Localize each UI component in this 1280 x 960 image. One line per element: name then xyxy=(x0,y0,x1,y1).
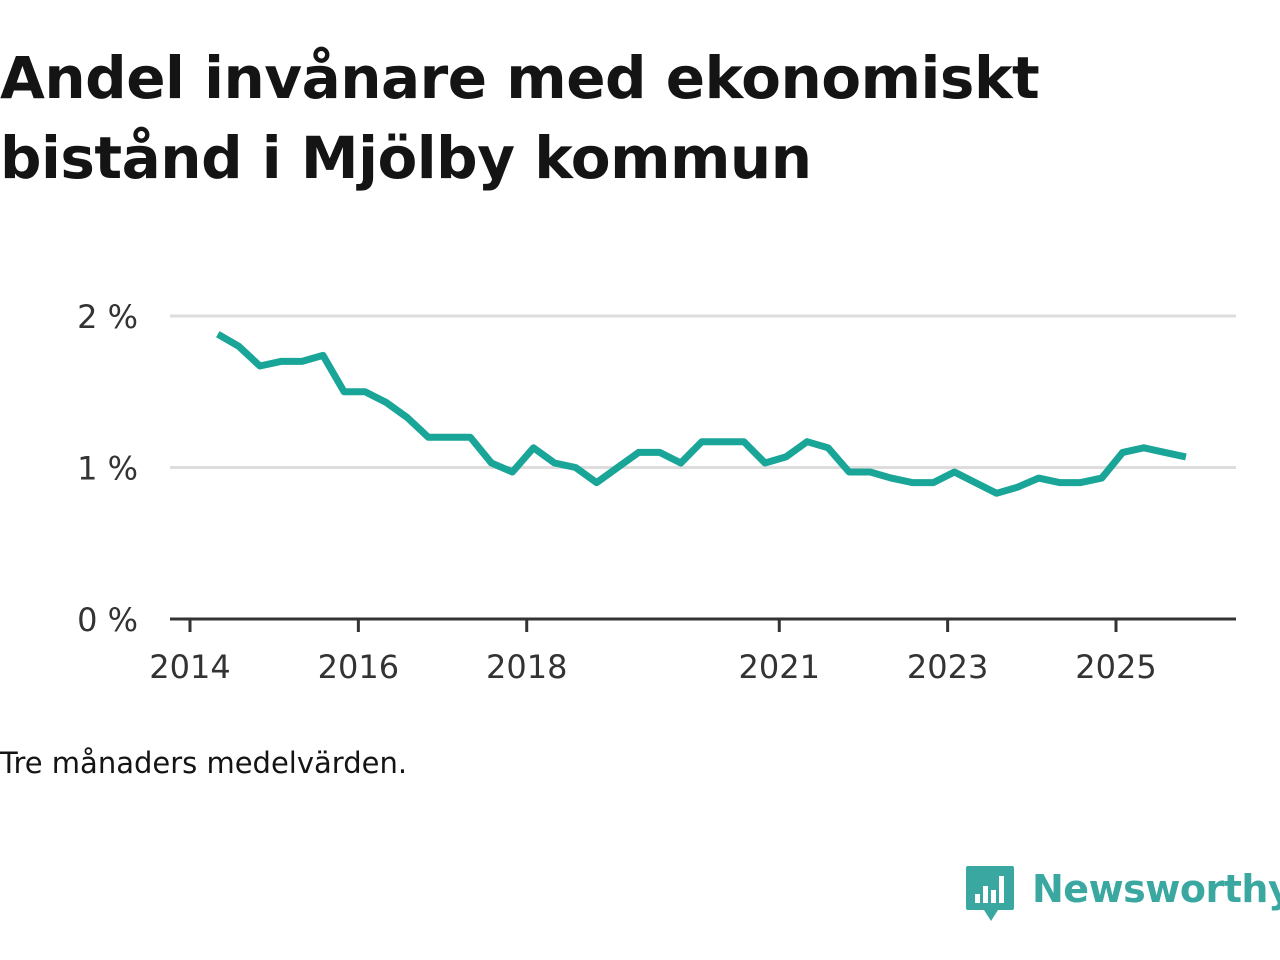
x-tick-label: 2018 xyxy=(486,648,567,686)
newsworthy-logo-icon xyxy=(966,866,1014,921)
x-tick-label: 2025 xyxy=(1075,648,1156,686)
gridlines xyxy=(170,314,1236,469)
y-tick-label: 0 % xyxy=(77,601,138,639)
chart-title: Andel invånare med ekonomiskt bistånd i … xyxy=(0,44,1040,192)
x-tick-label: 2021 xyxy=(739,648,820,686)
series-lines xyxy=(216,331,1187,497)
x-axis-labels: 2014 2016 2018 2021 2023 2025 xyxy=(149,648,1156,686)
series-line-0 xyxy=(216,331,1187,497)
x-tick-label: 2023 xyxy=(907,648,988,686)
chart-note: Tre månaders medelvärden. xyxy=(0,746,408,780)
y-tick-label: 2 % xyxy=(77,298,138,336)
x-tick-label: 2014 xyxy=(149,648,230,686)
y-axis-labels: 0 % 1 % 2 % xyxy=(77,298,138,639)
y-tick-label: 1 % xyxy=(77,450,138,488)
x-axis-ticks xyxy=(188,619,1118,632)
x-tick-label: 2016 xyxy=(318,648,399,686)
brand-name: Newsworthy xyxy=(1032,867,1280,911)
line-chart: 0 % 1 % 2 % 2014 2016 2018 2021 2023 2025 xyxy=(77,298,1236,686)
